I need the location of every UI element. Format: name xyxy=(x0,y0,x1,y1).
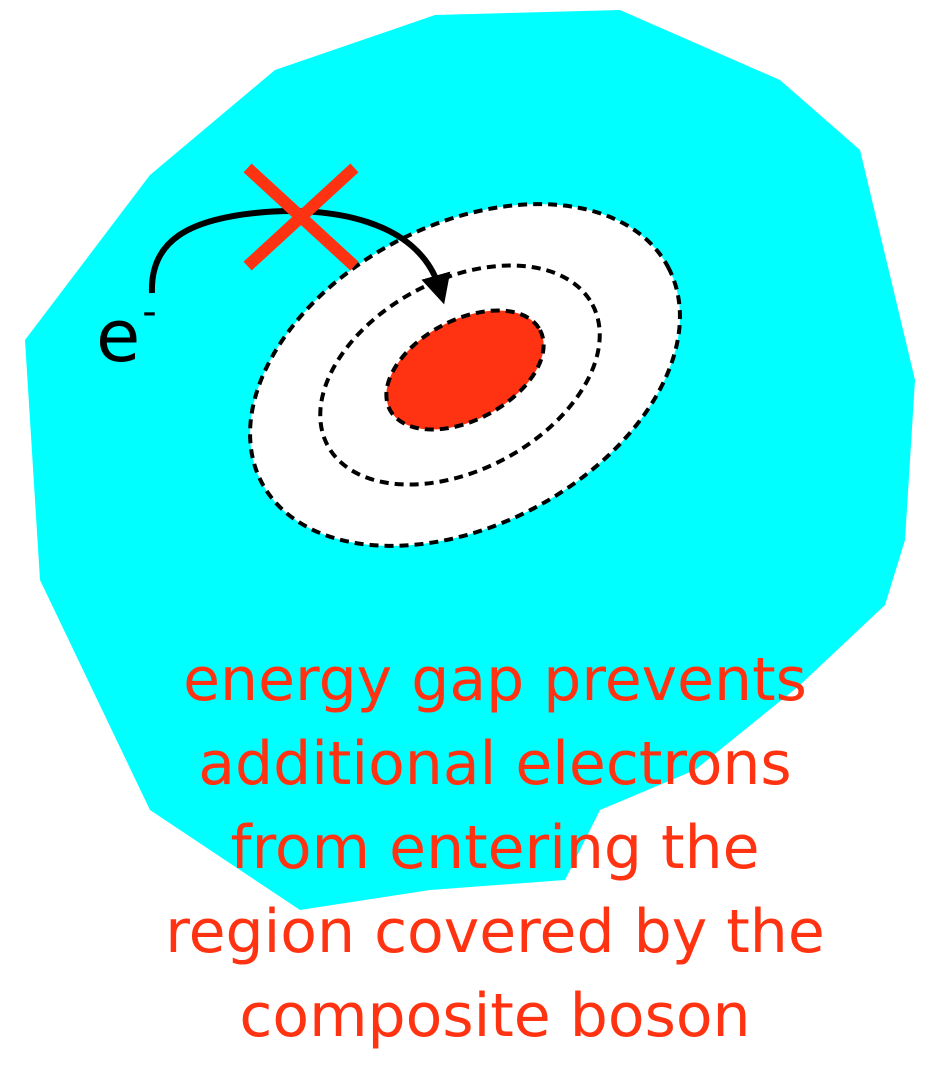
curved-arrow-icon xyxy=(148,208,451,305)
caption-line-3: from entering the xyxy=(230,813,760,883)
middle-contour xyxy=(318,263,602,487)
caption: energy gap prevents additional electrons… xyxy=(130,638,860,1058)
cross-icon xyxy=(243,163,359,271)
caption-line-2: additional electrons xyxy=(198,729,792,799)
caption-line-4: region covered by the xyxy=(165,897,825,967)
electron-charge: - xyxy=(142,289,157,335)
caption-line-5: composite boson xyxy=(239,981,751,1051)
boson-core xyxy=(384,308,546,432)
electron-symbol: e xyxy=(96,294,141,378)
electron-label: e- xyxy=(96,292,157,372)
caption-line-1: energy gap prevents xyxy=(183,645,807,715)
